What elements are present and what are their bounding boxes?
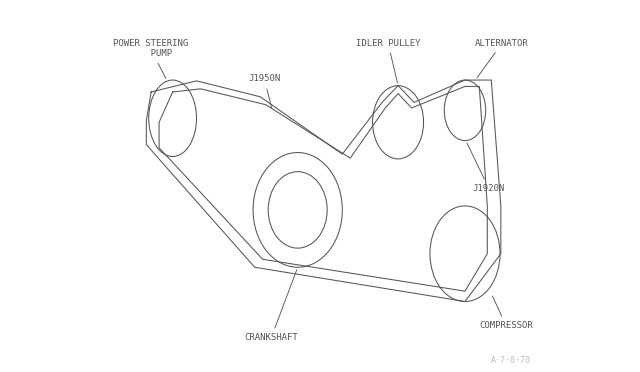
- Text: CRANKSHAFT: CRANKSHAFT: [244, 270, 298, 342]
- Text: COMPRESSOR: COMPRESSOR: [479, 296, 533, 330]
- Text: A·7·0·70: A·7·0·70: [491, 356, 531, 365]
- Text: IDLER PULLEY: IDLER PULLEY: [356, 39, 420, 83]
- Text: J1920N: J1920N: [467, 143, 505, 193]
- Text: ALTERNATOR: ALTERNATOR: [476, 39, 529, 78]
- Text: J1950N: J1950N: [248, 74, 280, 108]
- Text: POWER STEERING
       PUMP: POWER STEERING PUMP: [113, 39, 188, 78]
